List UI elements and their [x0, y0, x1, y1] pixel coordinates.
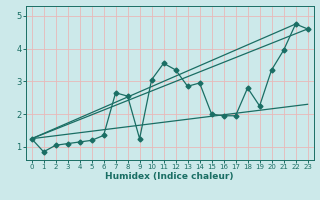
X-axis label: Humidex (Indice chaleur): Humidex (Indice chaleur) — [105, 172, 234, 181]
